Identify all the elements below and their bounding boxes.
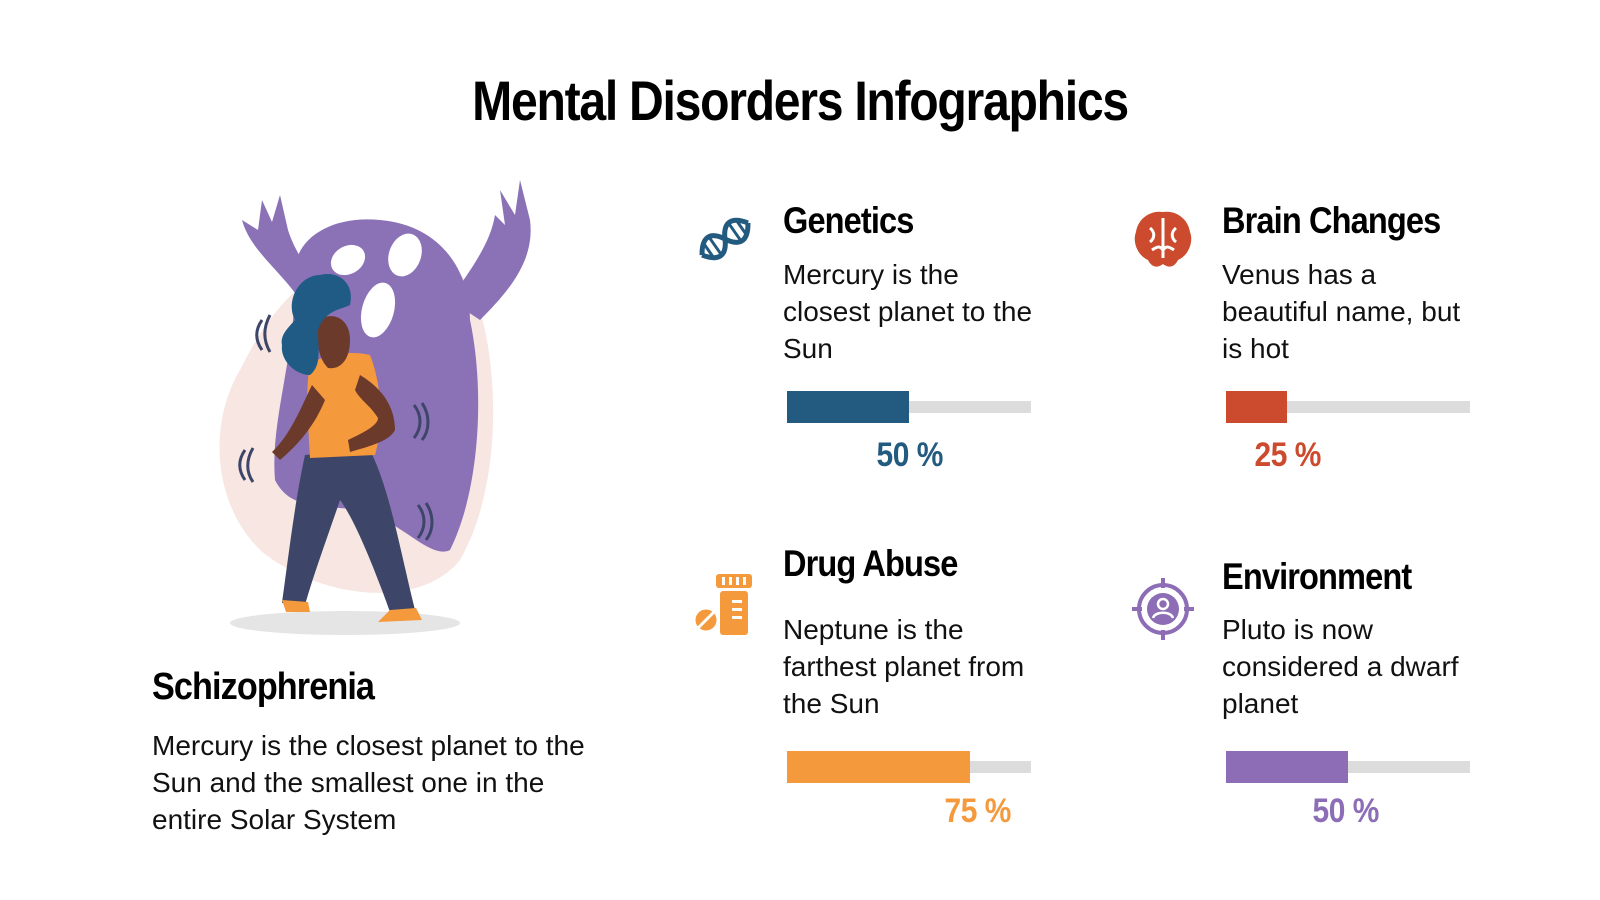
percent-label-genetics: 50 % <box>876 436 944 474</box>
percent-label-drug-abuse: 75 % <box>944 792 1012 830</box>
card-description-drug-abuse: Neptune is the farthest planet from the … <box>783 614 1025 719</box>
progress-fill-brain-changes <box>1226 391 1287 423</box>
progress-track-genetics <box>787 391 1031 423</box>
brain-icon <box>1134 211 1192 267</box>
percent-label-environment: 50 % <box>1312 792 1380 830</box>
card-description-genetics: Mercury is the closest planet to the Sun <box>783 259 1033 364</box>
main-description: Mercury is the closest planet to the Sun… <box>152 730 585 835</box>
progress-fill-genetics <box>787 391 909 423</box>
card-title-environment: Environment <box>1222 556 1412 597</box>
card-description-brain-changes: Venus has a beautiful name, but is hot <box>1222 259 1461 364</box>
card-title-brain-changes: Brain Changes <box>1222 200 1441 241</box>
pill-bottle-icon <box>692 574 752 635</box>
progress-track-drug-abuse <box>787 751 1031 783</box>
main-title: Schizophrenia <box>152 666 375 708</box>
card-title-drug-abuse: Drug Abuse <box>783 543 958 584</box>
card-title-genetics: Genetics <box>783 200 914 241</box>
progress-track-environment <box>1226 751 1470 783</box>
progress-fill-environment <box>1226 751 1348 783</box>
card-description-environment: Pluto is now considered a dwarf planet <box>1222 614 1459 719</box>
dna-icon <box>699 217 751 261</box>
percent-label-brain-changes: 25 % <box>1254 436 1322 474</box>
page-title: Mental Disorders Infographics <box>472 69 1129 132</box>
target-person-icon <box>1132 578 1194 640</box>
ghost-woman-illustration <box>219 180 531 635</box>
progress-track-brain-changes <box>1226 391 1470 423</box>
progress-fill-drug-abuse <box>787 751 970 783</box>
